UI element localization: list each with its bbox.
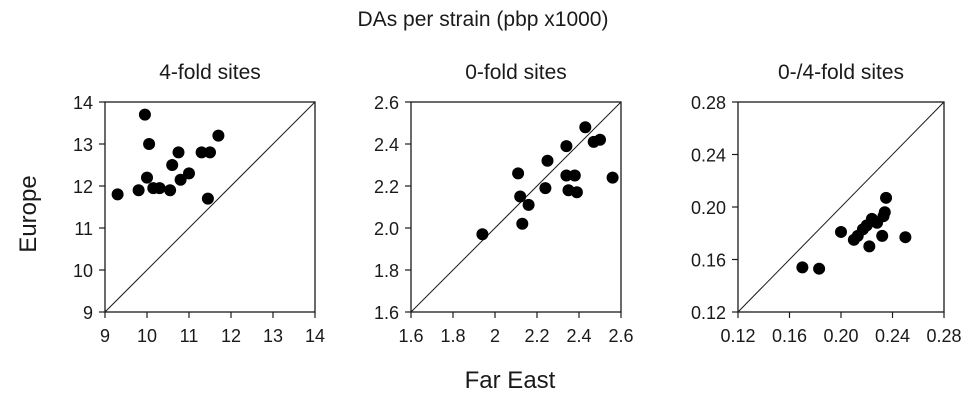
data-point	[201, 192, 214, 205]
data-point	[476, 228, 489, 241]
y-tick-label: 0.24	[691, 146, 726, 166]
data-point	[512, 167, 525, 180]
panel-0fold: 0-fold sites 1.6 1.8 2 2.2 2.4 2.6 1.6 1.8 2.0 2.…	[374, 61, 634, 346]
y-tick-label: 2.4	[374, 135, 399, 155]
data-point	[516, 217, 529, 230]
identity-line	[104, 101, 316, 313]
y-tick-label: 2.6	[374, 93, 399, 113]
y-tick-label: 14	[73, 93, 93, 113]
data-point	[594, 133, 606, 146]
data-point	[560, 140, 573, 153]
x-tick-label: 12	[221, 326, 241, 346]
data-point	[204, 146, 216, 159]
x-axis-label: Far East	[465, 367, 556, 394]
data-point	[863, 240, 876, 253]
data-point	[195, 146, 208, 159]
y-tick-label: 0.16	[691, 251, 726, 271]
data-point	[560, 169, 573, 182]
panel-plot-area: 1.6 1.8 2 2.2 2.4 2.6 1.6 1.8 2.0 2.2 2.4 2.6	[374, 93, 634, 346]
x-tick-label: 0.28	[926, 326, 961, 346]
data-point	[606, 171, 619, 184]
y-tick-label: 9	[83, 303, 93, 323]
x-tick-label: 9	[100, 326, 110, 346]
y-tick-label: 0.20	[691, 198, 726, 218]
identity-line	[410, 101, 622, 313]
data-point	[111, 188, 124, 201]
y-axis-label: Europe	[15, 175, 42, 252]
y-tick-label: 13	[73, 135, 93, 155]
x-tick-label: 11	[180, 326, 199, 346]
data-point	[183, 167, 195, 180]
y-tick-label: 1.6	[374, 303, 399, 323]
data-point	[166, 159, 179, 171]
data-point	[153, 182, 166, 195]
data-point	[813, 262, 826, 275]
data-point	[141, 171, 153, 184]
x-tick-label: 0.24	[875, 326, 910, 346]
data-point	[899, 231, 912, 244]
panel-title: 0-fold sites	[465, 61, 567, 84]
x-tick-label: 0.16	[772, 326, 807, 346]
x-tick-label: 14	[305, 326, 325, 346]
plot-frame	[410, 101, 622, 313]
x-tick-label: 0.12	[720, 326, 755, 346]
data-point	[579, 121, 592, 134]
y-tick-label: 1.8	[374, 261, 399, 281]
data-point	[514, 190, 527, 203]
data-point	[835, 225, 847, 238]
data-point	[212, 129, 225, 142]
data-point	[164, 184, 177, 197]
data-point	[878, 206, 891, 219]
plot-frame	[104, 101, 316, 313]
y-tick-label: 10	[73, 261, 93, 281]
figure-title: DAs per strain (pbp x1000)	[358, 8, 609, 31]
data-point	[172, 146, 185, 159]
x-tick-label: 2.4	[566, 326, 591, 346]
data-point	[796, 261, 809, 274]
x-tick-label: 2.6	[608, 326, 633, 346]
data-point	[143, 138, 156, 150]
y-tick-label: 11	[74, 219, 93, 239]
x-tick-label: 2.2	[524, 326, 549, 346]
data-point	[876, 229, 889, 242]
data-point	[541, 154, 554, 167]
data-point	[539, 182, 552, 195]
data-point	[138, 108, 151, 121]
identity-line	[737, 101, 945, 313]
panel-title: 4-fold sites	[159, 61, 261, 84]
x-tick-label: 1.6	[398, 326, 423, 346]
y-tick-label: 0.28	[691, 93, 726, 113]
panel-plot-area: 9 10 11 12 13 14 9 10 11 12 13 14	[73, 93, 325, 346]
data-point	[522, 198, 535, 211]
y-tick-label: 0.12	[691, 303, 726, 323]
y-tick-label: 2.2	[374, 177, 399, 197]
data-point	[132, 184, 145, 197]
x-tick-label: 10	[137, 326, 157, 346]
data-point	[570, 186, 583, 199]
panel-title: 0-/4-fold sites	[778, 61, 904, 84]
panel-ratio: 0-/4-fold sites 0.12 0.16 0.20 0.24 0.280.12…	[691, 61, 962, 346]
x-tick-label: 0.20	[823, 326, 858, 346]
y-tick-label: 12	[73, 177, 93, 197]
panel-plot-area: 0.12 0.16 0.20 0.24 0.28 0.12 0.16 0.20 0.24 0.28	[691, 93, 962, 346]
data-point	[174, 173, 187, 186]
x-tick-label: 1.8	[440, 326, 465, 346]
x-tick-label: 13	[263, 326, 283, 346]
data-point	[568, 169, 581, 182]
x-tick-label: 2	[490, 326, 500, 346]
y-tick-label: 2.0	[374, 219, 399, 239]
panel-4fold: 4-fold sites 9 10 11 12 13 14 9 10 11 12 13 14	[73, 61, 325, 346]
data-point	[880, 191, 893, 204]
